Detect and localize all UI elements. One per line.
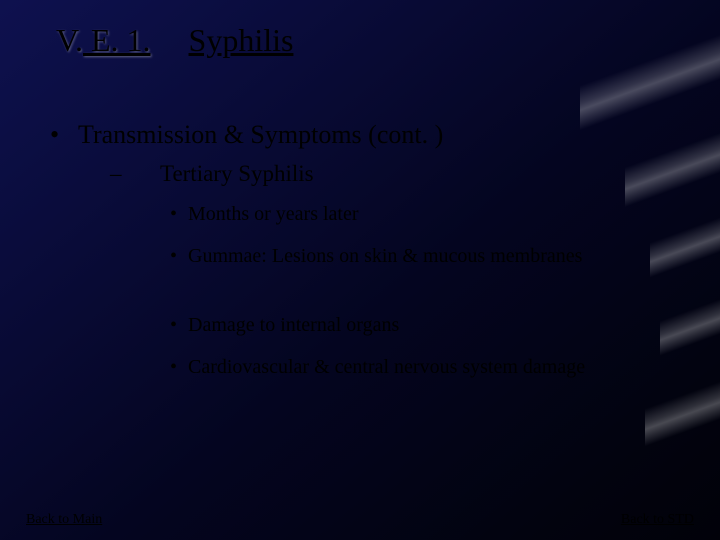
level3-text: Gummae: Lesions on skin & mucous membran…: [188, 245, 582, 267]
bullet-level3: •Months or years later: [170, 202, 660, 226]
bullet-level1: •Transmission & Symptoms (cont. ): [50, 120, 443, 150]
light-streak: [645, 381, 720, 446]
title-number-underlined: E. 1.: [83, 22, 151, 58]
level3-text: Months or years later: [188, 203, 359, 225]
slide-title: V. E. 1. Syphilis: [56, 22, 293, 59]
bullet-glyph: •: [170, 202, 188, 226]
bullet-level3: •Gummae: Lesions on skin & mucous membra…: [170, 244, 660, 268]
light-streak: [650, 217, 720, 277]
bullet-glyph: •: [170, 313, 188, 337]
bullet-glyph: •: [50, 120, 78, 150]
light-streak: [580, 35, 720, 131]
back-to-std-link[interactable]: Back to STD: [621, 512, 694, 528]
bullet-level2: –Tertiary Syphilis: [110, 161, 314, 187]
dash-glyph: –: [110, 161, 160, 187]
level3-text: Cardiovascular & central nervous system …: [188, 356, 585, 378]
back-to-main-link[interactable]: Back to Main: [26, 512, 102, 528]
bullet-glyph: •: [170, 244, 188, 268]
bullet-level3: •Cardiovascular & central nervous system…: [170, 355, 660, 379]
level1-text: Transmission & Symptoms (cont. ): [78, 120, 443, 149]
light-streak: [660, 299, 720, 356]
bullet-level3: •Damage to internal organs: [170, 313, 660, 337]
slide: V. E. 1.Syphilis •Transmission & Symptom…: [0, 0, 720, 540]
title-number-plain: V.: [56, 22, 83, 58]
level3-text: Damage to internal organs: [188, 314, 399, 336]
title-subject: Syphilis: [189, 22, 294, 58]
level2-text: Tertiary Syphilis: [160, 161, 314, 186]
bullet-glyph: •: [170, 355, 188, 379]
light-streak: [625, 133, 720, 208]
